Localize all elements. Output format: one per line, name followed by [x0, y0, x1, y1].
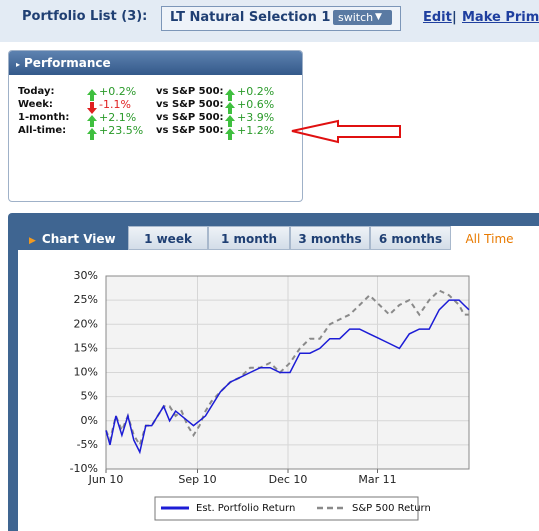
- arrow-icon: [87, 89, 97, 101]
- y-tick-label: 30%: [74, 269, 98, 282]
- time-range-tab[interactable]: 1 month: [208, 226, 290, 250]
- arrow-icon: [87, 128, 97, 140]
- y-tick-label: 20%: [74, 317, 98, 330]
- benchmark-label: vs S&P 500:: [156, 125, 224, 136]
- chart: -10% -5% 0% 5% 10% 15% 20% 25% 30% Jun 10 Sep 10 De…: [70, 269, 470, 521]
- switch-text: switch: [338, 11, 374, 24]
- change-value: -1.1%: [99, 98, 131, 111]
- arrow-icon: [87, 102, 97, 114]
- tab-bar: ▶ Chart View 1 week 1 month 3 months 6 month…: [18, 226, 539, 250]
- performance-header: ▸ Performance: [9, 51, 302, 75]
- tab-arrow: ▶: [29, 236, 36, 246]
- arrow-icon: [225, 102, 235, 114]
- legend-label: Est. Portfolio Return: [196, 503, 295, 514]
- performance-panel: ▸ Performance Today: +0.2% vs S&P 500: +0.2%…: [8, 50, 303, 202]
- arrow-shape: [87, 128, 97, 140]
- chart-view-tab: ▶ Chart View: [18, 226, 128, 250]
- direction-arrow: [87, 112, 97, 127]
- time-range-tab[interactable]: 1 week: [128, 226, 208, 250]
- dropdown-caret: ▼: [375, 12, 382, 22]
- benchmark-label: vs S&P 500:: [156, 86, 224, 97]
- benchmark-label: vs S&P 500:: [156, 112, 224, 123]
- y-tick-label: -5%: [77, 438, 98, 451]
- arrow-shape: [225, 102, 235, 114]
- arrow-shape: [225, 128, 235, 140]
- time-range-tab[interactable]: All Time: [451, 226, 528, 250]
- switch-button[interactable]: switch ▼: [333, 10, 392, 25]
- arrow-shape: [225, 115, 235, 127]
- performance-title: Performance: [24, 56, 111, 70]
- row-label: All-time:: [18, 125, 67, 136]
- x-tick-label: Sep 10: [178, 473, 216, 486]
- arrow-shape: [87, 115, 97, 127]
- make-primary-link[interactable]: Make Prima: [462, 10, 539, 25]
- arrow-shape: [87, 102, 97, 114]
- legend-box: [154, 496, 419, 521]
- y-tick-label: -10%: [70, 462, 98, 475]
- time-range-tab[interactable]: 3 months: [290, 226, 370, 250]
- direction-arrow: [225, 99, 235, 114]
- row-label: Today:: [18, 86, 55, 97]
- y-tick-label: 25%: [74, 293, 98, 306]
- arrow-icon: [225, 89, 235, 101]
- y-tick-label: 5%: [81, 390, 98, 403]
- time-range-tab[interactable]: 6 months: [370, 226, 451, 250]
- selected-portfolio: LT Natural Selection 1: [170, 10, 331, 25]
- benchmark-change: +0.2%: [237, 85, 275, 98]
- arrow-icon: [225, 115, 235, 127]
- arrow-icon: [87, 115, 97, 127]
- separator: |: [452, 10, 457, 25]
- direction-arrow: [87, 125, 97, 140]
- y-tick-label: 0%: [81, 414, 98, 427]
- top-bar: Portfolio List (3): LT Natural Selection…: [0, 0, 539, 42]
- benchmark-label: vs S&P 500:: [156, 99, 224, 110]
- arrow-shape: [225, 89, 235, 101]
- row-label: 1-month:: [18, 112, 70, 123]
- chart-view-title: Chart View: [41, 232, 116, 246]
- direction-arrow: [225, 86, 235, 101]
- edit-link[interactable]: Edit: [423, 10, 452, 25]
- annotation-layer: [291, 119, 401, 144]
- benchmark-change: +3.9%: [237, 111, 275, 124]
- direction-arrow: [87, 99, 97, 114]
- benchmark-change: +1.2%: [237, 124, 275, 137]
- plot-frame: [105, 275, 470, 470]
- y-tick-label: 15%: [74, 341, 98, 354]
- benchmark-change: +0.6%: [237, 98, 275, 111]
- change-value: +0.2%: [99, 85, 137, 98]
- x-tick-label: Jun 10: [88, 473, 124, 486]
- direction-arrow: [87, 86, 97, 101]
- legend-label: S&P 500 Return: [352, 503, 431, 514]
- header-arrow: ▸: [16, 60, 21, 69]
- x-tick-label: Dec 10: [269, 473, 308, 486]
- annotation-arrow: [291, 119, 401, 144]
- change-value: +23.5%: [99, 124, 144, 137]
- direction-arrow: [225, 125, 235, 140]
- arrow-icon: [225, 128, 235, 140]
- direction-arrow: [225, 112, 235, 127]
- change-value: +2.1%: [99, 111, 137, 124]
- y-tick-label: 10%: [74, 366, 98, 379]
- arrow-shape: [87, 89, 97, 101]
- portfolio-dropdown[interactable]: LT Natural Selection 1 switch ▼: [161, 6, 401, 31]
- row-label: Week:: [18, 99, 53, 110]
- series-line: [105, 299, 470, 455]
- portfolio-list-label: Portfolio List (3):: [22, 9, 148, 24]
- x-tick-label: Mar 11: [358, 473, 396, 486]
